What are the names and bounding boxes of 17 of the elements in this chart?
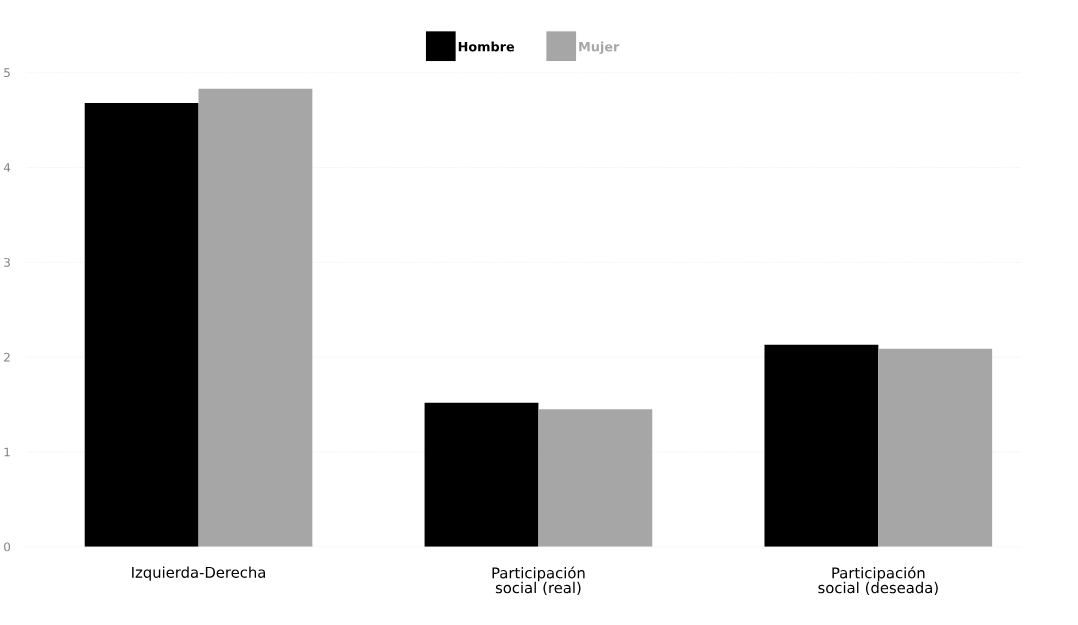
y-tick-label: 0 (4, 542, 11, 552)
y-tick-label: 1 (4, 447, 10, 457)
y-tick-label: 5 (4, 68, 10, 78)
bar (198, 89, 313, 548)
x-tick-label: Izquierda-Derecha (132, 566, 266, 581)
bar (764, 345, 879, 548)
bar (84, 103, 199, 548)
y-tick-label: 4 (3, 163, 11, 173)
bar (878, 348, 993, 548)
y-tick-label: 2 (4, 352, 10, 362)
y-tick-label: 3 (4, 258, 10, 268)
legend-label: Mujer (579, 41, 620, 55)
legend-label: Hombre (458, 41, 515, 52)
x-tick-label: Participación social (real) (492, 566, 585, 596)
bar (538, 409, 653, 548)
x-tick-label: Participación social (deseada) (818, 566, 938, 596)
bar (424, 402, 539, 548)
